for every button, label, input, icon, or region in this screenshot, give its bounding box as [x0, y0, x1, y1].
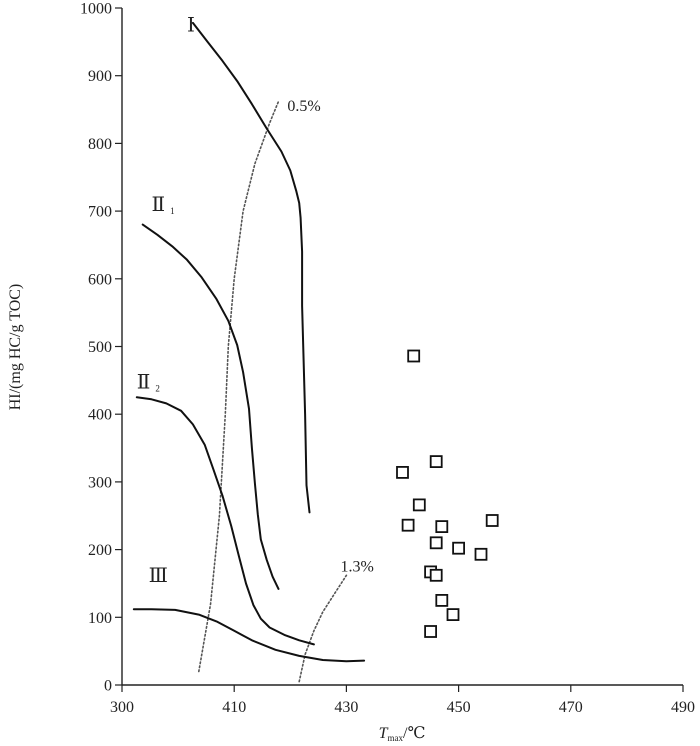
kerogen-curve	[141, 223, 280, 590]
y-tick-label: 200	[88, 542, 112, 559]
iso-line	[298, 574, 348, 683]
iso-line	[198, 100, 280, 673]
sample-point	[452, 541, 466, 555]
x-title-symbol: T	[379, 725, 389, 742]
y-tick-label: 800	[88, 136, 112, 153]
x-tick-label: 430	[334, 699, 358, 716]
y-tick-label: 300	[88, 474, 112, 491]
sample-point	[485, 514, 499, 527]
y-ticks: 0 100 200 300 400 500 600 700 800 900 1000	[80, 1, 122, 695]
sample-point	[429, 536, 443, 550]
curve-label-main: Ⅰ	[187, 15, 195, 37]
vitrinite-reflectance-lines: 0.5% 1.3%	[198, 98, 374, 683]
sample-point	[474, 547, 488, 561]
x-title-subscript: max	[388, 733, 404, 743]
y-tick-label: 1000	[80, 1, 112, 18]
plot-frame	[121, 8, 683, 686]
sample-point	[401, 518, 415, 532]
y-tick-label: 700	[88, 204, 112, 221]
kerogen-curve-label: Ⅰ	[187, 15, 195, 37]
sample-points	[396, 349, 499, 638]
kerogen-curve-label: Ⅲ	[149, 565, 168, 587]
sample-point	[446, 608, 460, 621]
iso-line-label: 0.5%	[287, 98, 320, 115]
kerogen-curve	[191, 21, 311, 514]
x-tick-label: 490	[671, 699, 695, 716]
y-tick-label: 0	[104, 678, 112, 695]
sample-point	[424, 625, 438, 638]
sample-point	[429, 568, 443, 582]
y-axis-title: HI/(mg HC/g TOC)	[7, 284, 24, 411]
y-tick-label: 500	[88, 339, 112, 356]
x-title-unit: /℃	[403, 725, 425, 742]
sample-point	[412, 498, 426, 512]
x-tick-label: 450	[447, 699, 471, 716]
kerogen-curve	[135, 396, 315, 646]
sample-point	[429, 455, 443, 469]
x-ticks: 300 410 430 450 470 490	[110, 685, 695, 716]
x-tick-label: 300	[110, 699, 134, 716]
y-tick-label: 100	[88, 610, 112, 627]
x-tick-label: 410	[222, 699, 246, 716]
curve-label-main: Ⅲ	[149, 565, 168, 587]
curve-label-subscript: 1	[170, 206, 175, 216]
sample-point	[435, 594, 449, 607]
sample-point	[396, 465, 409, 479]
kerogen-curve	[132, 608, 366, 663]
y-tick-label: 600	[88, 271, 112, 288]
sample-point	[435, 520, 449, 533]
curve-label-subscript: 2	[155, 383, 160, 393]
curve-label-main: Ⅱ	[137, 371, 151, 393]
curve-label-main: Ⅱ	[152, 194, 166, 216]
sample-point	[407, 349, 421, 363]
y-tick-label: 400	[88, 407, 112, 424]
y-tick-label: 900	[88, 68, 112, 85]
x-axis-title: Tmax/℃	[379, 725, 426, 743]
iso-line-label: 1.3%	[340, 558, 373, 575]
x-tick-label: 470	[559, 699, 583, 716]
